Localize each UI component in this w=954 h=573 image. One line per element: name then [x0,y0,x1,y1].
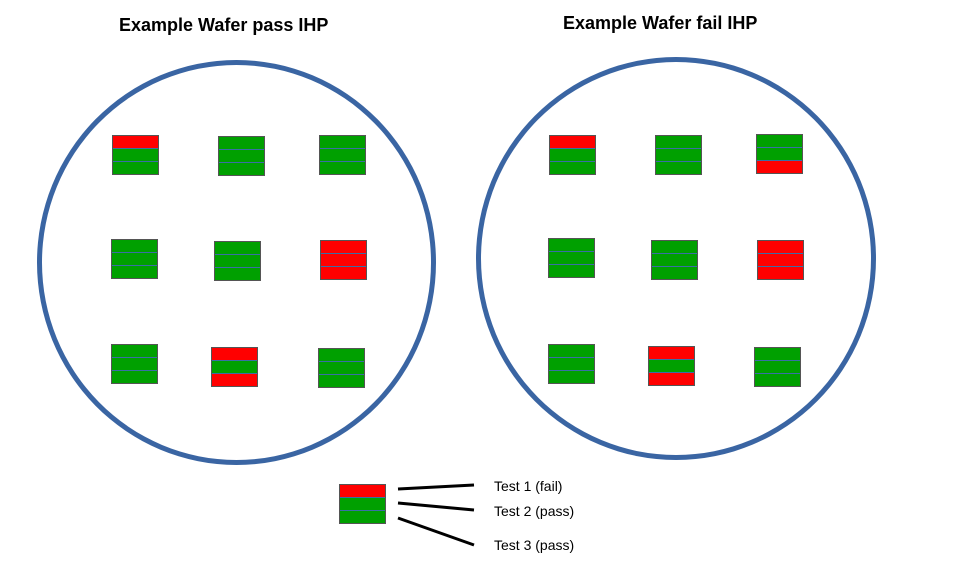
die-test-3-pass [340,511,385,523]
die-test-1-pass [656,136,701,149]
die-test-1-pass [320,136,365,149]
die-test-1-fail [212,348,257,361]
die-test-2-fail [758,254,803,267]
die-test-3-fail [758,267,803,279]
die-fail-wafer-6 [757,240,804,280]
die-test-1-pass [112,240,157,253]
legend-line-test-3 [397,516,475,547]
die-test-3-pass [549,371,594,383]
die-test-1-pass [549,239,594,252]
die-pass-wafer-9 [318,348,365,388]
die-fail-wafer-3 [756,134,803,174]
die-test-3-pass [113,162,158,174]
die-test-3-pass [550,162,595,174]
die-test-3-pass [112,266,157,278]
die-test-1-pass [219,137,264,150]
die-fail-wafer-9 [754,347,801,387]
die-pass-wafer-4 [111,239,158,279]
wafer-fail-title: Example Wafer fail IHP [563,13,758,33]
die-test-1-pass [112,345,157,358]
die-test-2-pass [550,149,595,162]
legend-label-test-3: Test 3 (pass) [494,537,575,553]
legend-line-test-2 [397,501,475,512]
die-test-2-pass [112,253,157,266]
die-test-1-fail [113,136,158,149]
die-test-2-pass [549,358,594,371]
die-test-1-pass [757,135,802,148]
die-test-1-fail [758,241,803,254]
die-fail-wafer-7 [548,344,595,384]
die-test-3-pass [215,268,260,280]
die-test-2-pass [319,362,364,375]
die-test-3-fail [757,161,802,173]
die-test-2-pass [215,255,260,268]
die-test-3-fail [212,374,257,386]
die-test-3-pass [319,375,364,387]
die-test-2-pass [219,150,264,163]
die-test-1-pass [319,349,364,362]
die-fail-wafer-8 [648,346,695,386]
die-test-1-fail [550,136,595,149]
die-test-3-pass [549,265,594,277]
die-pass-wafer-5 [214,241,261,281]
die-test-3-fail [321,267,366,279]
die-test-1-pass [549,345,594,358]
die-test-3-pass [320,162,365,174]
die-pass-wafer-1 [112,135,159,175]
die-test-3-pass [112,371,157,383]
die-test-2-pass [755,361,800,374]
die-test-1-fail [340,485,385,498]
wafer-pass-circle [37,60,436,465]
wafer-fail-circle [476,57,876,460]
wafer-pass-title: Example Wafer pass IHP [119,15,329,35]
die-test-3-pass [656,162,701,174]
die-pass-wafer-2 [218,136,265,176]
die-fail-wafer-5 [651,240,698,280]
die-fail-wafer-1 [549,135,596,175]
die-test-3-fail [649,373,694,385]
die-test-1-pass [215,242,260,255]
die-test-2-pass [212,361,257,374]
die-test-2-pass [320,149,365,162]
die-test-2-fail [321,254,366,267]
die-pass-wafer-8 [211,347,258,387]
die-test-1-fail [321,241,366,254]
die-test-2-pass [113,149,158,162]
die-test-2-pass [340,498,385,511]
die-test-2-pass [649,360,694,373]
die-test-2-pass [656,149,701,162]
legend-line-test-1 [397,483,475,491]
die-pass-wafer-3 [319,135,366,175]
legend-die-example [339,484,386,524]
die-test-3-pass [755,374,800,386]
die-pass-wafer-7 [111,344,158,384]
die-test-2-pass [112,358,157,371]
die-fail-wafer-4 [548,238,595,278]
die-test-2-pass [549,252,594,265]
die-test-3-pass [219,163,264,175]
die-pass-wafer-6 [320,240,367,280]
die-test-3-pass [652,267,697,279]
die-test-1-fail [649,347,694,360]
legend-label-test-1: Test 1 (fail) [494,478,563,494]
die-fail-wafer-2 [655,135,702,175]
die-test-1-pass [755,348,800,361]
die-test-1-pass [652,241,697,254]
die-test-2-pass [757,148,802,161]
die-test-2-pass [652,254,697,267]
legend-label-test-2: Test 2 (pass) [494,503,575,519]
